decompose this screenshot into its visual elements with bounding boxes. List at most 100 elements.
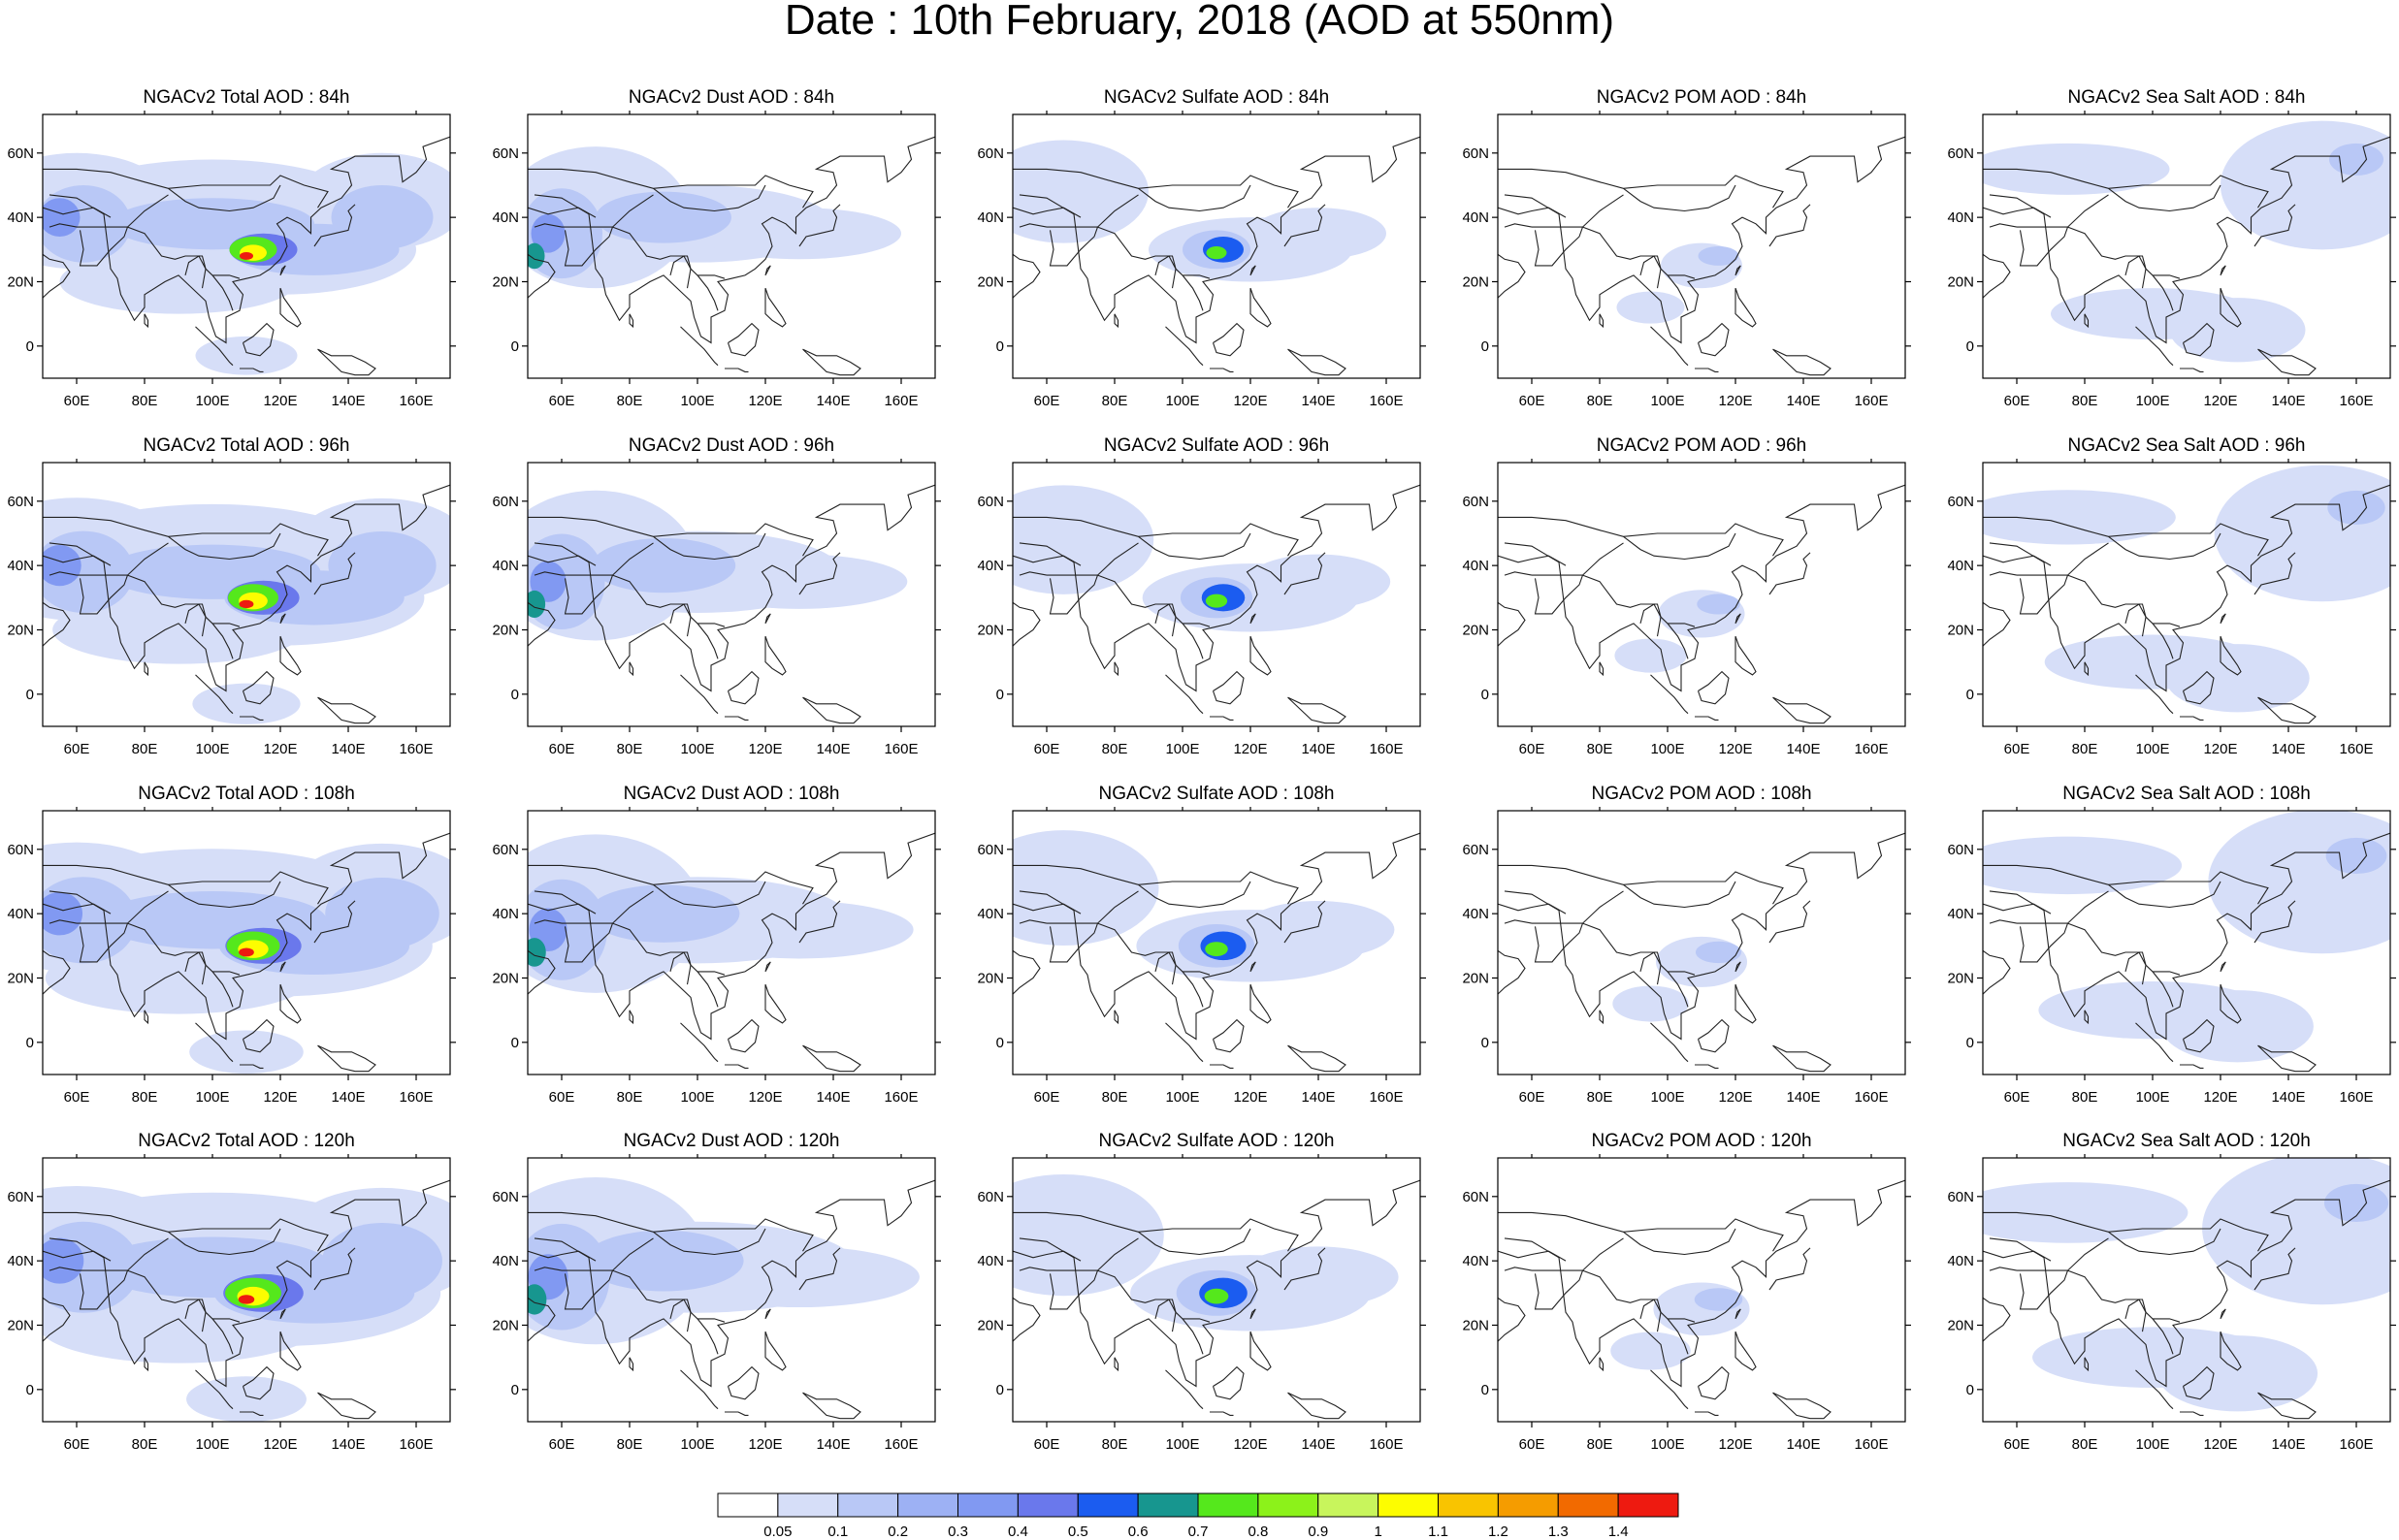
lat-tick-label: 0	[1481, 1382, 1489, 1398]
lon-tick-label: 160E	[399, 1089, 433, 1106]
panel-title: NGACv2 Sea Salt AOD : 108h	[2062, 784, 2311, 804]
lon-tick-label: 140E	[1786, 741, 1820, 757]
aod-contour	[239, 599, 254, 609]
map-plot: 60E 80E 100E 120E 140E 160E 60N 40N 20N 0	[1947, 807, 2396, 1106]
lat-tick-label: 0	[996, 1382, 1004, 1398]
map-plot: 60E 80E 100E 120E 140E 160E 60N 40N 20N 0	[977, 111, 1426, 409]
boundary-line	[317, 696, 376, 724]
aod-contour	[528, 1284, 547, 1315]
panel-title: NGACv2 Dust AOD : 120h	[623, 1131, 840, 1151]
lon-tick-label: 160E	[884, 393, 918, 409]
map-panel: NGACv2 Total AOD : 84h 60E 80E 100E 120E 140E…	[0, 87, 485, 429]
boundary-line	[77, 194, 169, 228]
boundary-line	[2220, 961, 2226, 973]
boundary-line	[1734, 1308, 1741, 1320]
lon-tick-label: 140E	[2271, 393, 2305, 409]
lon-tick-label: 100E	[1650, 1089, 1684, 1106]
boundary-line	[534, 223, 563, 228]
boundary-line	[564, 226, 614, 267]
boundary-line	[279, 613, 286, 625]
boundary-line	[534, 919, 563, 924]
aod-contour	[1983, 1182, 2188, 1243]
lat-tick-label: 60N	[7, 145, 34, 162]
boundary-line	[680, 1022, 719, 1063]
boundary-line	[1013, 903, 1082, 914]
boundary-line	[1667, 971, 1689, 1008]
panel-title: NGACv2 Dust AOD : 84h	[628, 87, 835, 108]
coastlines	[1983, 136, 2390, 376]
lon-tick-label: 120E	[263, 1436, 297, 1453]
colorbar-label: 0.5	[1068, 1524, 1088, 1540]
boundary-line	[1734, 613, 1741, 625]
colorbar-swatch	[1077, 1492, 1139, 1518]
boundary-line	[2152, 971, 2174, 1008]
boundary-line	[1983, 516, 2269, 557]
map-plot: 60E 80E 100E 120E 140E 160E 60N 40N 20N 0	[977, 459, 1426, 757]
boundary-line	[1210, 1411, 1234, 1416]
plot-frame	[527, 113, 936, 379]
lon-tick-label: 60E	[1519, 393, 1545, 409]
boundary-line	[1013, 207, 1082, 218]
map-panel: NGACv2 Sea Salt AOD : 96h 60E 80E 100E 120E 1…	[1940, 435, 2399, 777]
boundary-line	[1019, 223, 1048, 228]
boundary-line	[1138, 532, 1251, 561]
aod-contour	[1013, 830, 1159, 946]
boundary-line	[528, 864, 814, 905]
lon-tick-label: 120E	[2203, 393, 2237, 409]
boundary-line	[313, 552, 356, 595]
colorbar-label: 0.9	[1308, 1524, 1328, 1540]
figure-title: Date : 10th February, 2018 (AOD at 550nm…	[784, 0, 1615, 44]
boundary-line	[1138, 184, 1251, 212]
lon-tick-label: 60E	[64, 741, 90, 757]
colorbar-swatch	[1197, 1492, 1259, 1518]
colorbar-label: 0.2	[888, 1524, 908, 1540]
aod-contour	[1206, 246, 1227, 260]
lat-tick-label: 0	[26, 338, 34, 355]
lon-tick-label: 100E	[1165, 393, 1199, 409]
map-panel: NGACv2 POM AOD : 84h 60E 80E 100E 120E 140E 16…	[1455, 87, 1940, 429]
lat-tick-label: 40N	[1462, 558, 1489, 574]
boundary-line	[211, 971, 234, 1008]
boundary-line	[77, 890, 169, 924]
map-plot: 60E 80E 100E 120E 140E 160E 60N 40N 20N 0	[7, 459, 456, 757]
lon-tick-label: 80E	[132, 1436, 158, 1453]
boundary-line	[1049, 574, 1099, 615]
lon-tick-label: 100E	[2135, 393, 2169, 409]
map-plot: 60E 80E 100E 120E 140E 160E 60N 40N 20N 0	[492, 459, 941, 757]
boundary-line	[43, 516, 329, 557]
boundary-line	[725, 1411, 749, 1416]
panel-title: NGACv2 Sea Salt AOD : 96h	[2067, 435, 2306, 456]
boundary-line	[1013, 601, 1041, 647]
lon-tick-label: 120E	[1233, 741, 1267, 757]
lat-tick-label: 0	[26, 687, 34, 703]
boundary-line	[49, 484, 450, 692]
boundary-line	[1498, 903, 1567, 914]
aod-contour	[1013, 485, 1154, 594]
aod-contour	[238, 1295, 255, 1304]
boundary-line	[1047, 542, 1139, 576]
boundary-line	[1582, 1269, 1696, 1323]
boundary-line	[43, 601, 71, 647]
map-panel: NGACv2 Dust AOD : 108h 60E 80E 100E 120E 140E…	[485, 784, 970, 1125]
lat-tick-label: 60N	[7, 1189, 34, 1205]
boundary-line	[168, 881, 281, 909]
lon-tick-label: 120E	[2203, 1089, 2237, 1106]
lat-tick-label: 20N	[1947, 970, 1974, 986]
lon-tick-label: 160E	[2339, 393, 2373, 409]
boundary-line	[2124, 255, 2147, 289]
boundary-line	[242, 322, 275, 357]
boundary-line	[2017, 890, 2109, 924]
lat-tick-label: 0	[1481, 338, 1489, 355]
colorbar-swatch	[1438, 1492, 1499, 1518]
boundary-line	[1695, 1064, 1719, 1069]
map-panel: NGACv2 POM AOD : 108h 60E 80E 100E 120E 140E 1…	[1455, 784, 1940, 1125]
boundary-line	[1504, 1267, 1533, 1271]
lat-tick-label: 20N	[492, 1317, 519, 1333]
colorbar-swatch	[1378, 1492, 1439, 1518]
lon-tick-label: 160E	[399, 1436, 433, 1453]
boundary-line	[2220, 635, 2242, 676]
boundary-line	[798, 552, 841, 595]
boundary-line	[43, 253, 71, 299]
boundary-line	[1212, 1365, 1245, 1400]
boundary-line	[697, 274, 719, 311]
